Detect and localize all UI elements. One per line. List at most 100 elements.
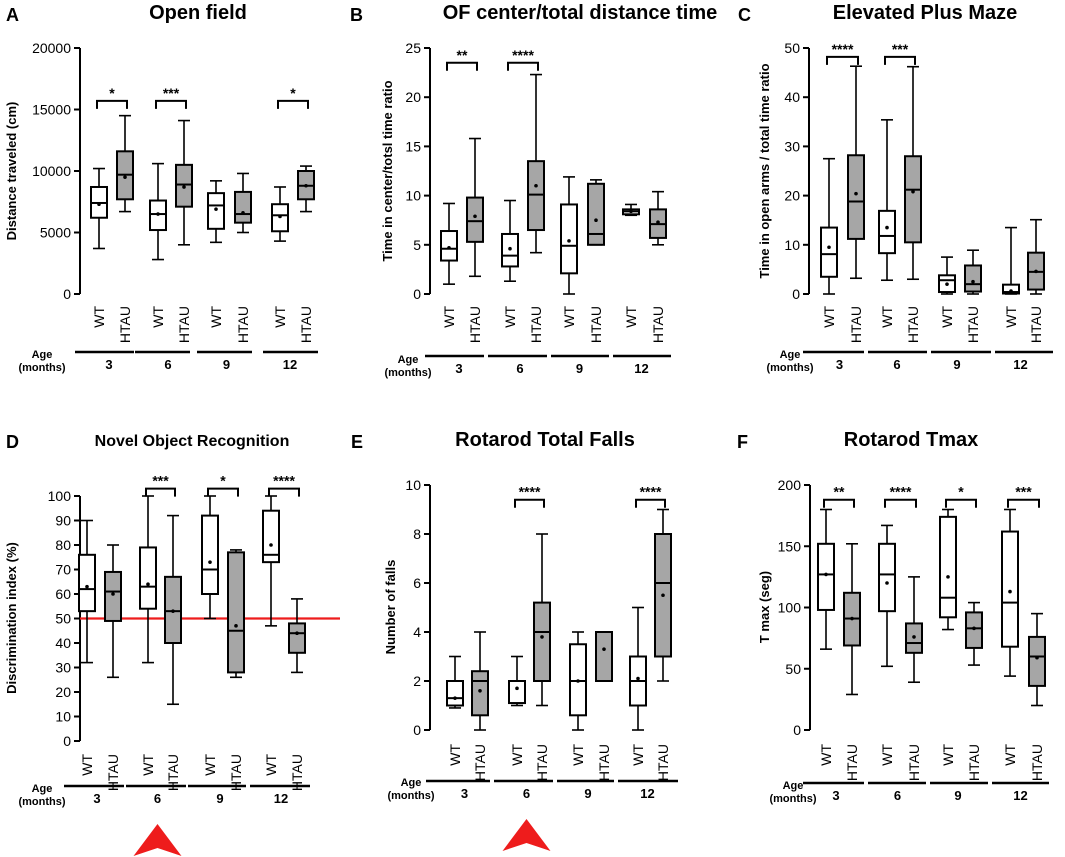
- y-tick-label: 100: [778, 600, 802, 616]
- box-htau-12mo: [1028, 612, 1046, 707]
- mean-marker: [534, 183, 538, 188]
- iqr-box: [78, 553, 96, 613]
- panel-e: E Rotarod Total Falls Number of falls 0 2 4 6 8…: [351, 429, 678, 851]
- mean-marker: [661, 593, 665, 598]
- mean-marker: [945, 282, 949, 286]
- y-tick-label: 20: [784, 188, 800, 204]
- mean-marker: [885, 225, 889, 230]
- significance-stars: ***: [1015, 484, 1032, 500]
- y-tick-label: 30: [784, 138, 800, 154]
- age-label: 12: [274, 791, 288, 806]
- box-wt-9mo: [938, 256, 956, 295]
- y-axis-label: Time in center/totsl time ratio: [380, 80, 395, 261]
- box-htau-3mo: [466, 137, 484, 278]
- significance-bracket: [145, 487, 176, 497]
- y-tick-label: 50: [784, 40, 800, 56]
- age-label: 9: [216, 791, 223, 806]
- box-htau-9mo: [595, 631, 613, 682]
- box-wt-9mo: [201, 495, 219, 620]
- iqr-box: [587, 182, 605, 246]
- y-tick-label: 15: [405, 138, 421, 154]
- box-wt-12mo: [262, 495, 280, 627]
- mean-marker: [447, 245, 451, 250]
- significance-bracket: [277, 99, 309, 109]
- mean-marker: [972, 626, 976, 631]
- iqr-box: [471, 670, 489, 717]
- box-wt-3mo: [90, 167, 108, 250]
- group-label-wt: WT: [202, 754, 218, 776]
- significance-bracket: [96, 99, 128, 109]
- y-axis-label: Number of falls: [383, 560, 398, 655]
- age-axis-label: Age: [783, 780, 804, 792]
- significance-stars: **: [457, 47, 468, 63]
- age-label: 12: [634, 361, 648, 376]
- box-htau-9mo: [587, 179, 605, 246]
- age-label: 3: [455, 361, 462, 376]
- y-tick-label: 20: [55, 684, 71, 700]
- mean-marker: [123, 175, 127, 179]
- box-htau-12mo: [1027, 218, 1045, 295]
- box-htau-6mo: [904, 65, 922, 281]
- box-wt-6mo: [878, 119, 896, 282]
- age-axis-label-units: (months): [18, 796, 65, 808]
- mean-marker: [540, 635, 544, 639]
- chart-title: Novel Object Recognition: [95, 433, 290, 450]
- mean-marker: [636, 676, 640, 681]
- y-tick-label: 10: [405, 188, 421, 204]
- y-tick-label: 50: [785, 661, 801, 677]
- box-wt-6mo: [878, 524, 896, 668]
- mean-marker: [269, 543, 273, 547]
- mean-marker: [576, 679, 580, 683]
- mean-marker: [278, 214, 282, 219]
- group-label-htau: HTAU: [467, 306, 483, 343]
- mean-marker: [515, 686, 519, 691]
- iqr-box: [262, 509, 280, 564]
- box-htau-6mo: [164, 514, 182, 706]
- chart-title: Open field: [149, 2, 247, 24]
- age-label: 6: [164, 357, 171, 372]
- significance-bracket: [884, 55, 916, 65]
- iqr-box: [234, 190, 252, 224]
- group-label-htau: HTAU: [588, 306, 604, 343]
- y-tick-label: 4: [413, 624, 421, 640]
- mean-marker: [946, 575, 950, 579]
- box-htau-9mo: [227, 549, 245, 679]
- age-label: 12: [1013, 788, 1027, 803]
- y-tick-label: 8: [413, 526, 421, 542]
- iqr-box: [201, 514, 219, 595]
- y-tick-label: 10: [55, 709, 71, 725]
- y-tick-label: 5: [413, 237, 421, 253]
- box-htau-6mo: [175, 119, 193, 246]
- iqr-box: [878, 542, 896, 613]
- mean-marker: [234, 624, 238, 628]
- box-htau-3mo: [471, 631, 489, 731]
- box-htau-3mo: [843, 542, 861, 696]
- panel-f: F Rotarod Tmax T max (seg) 0 50 100 150 200 WT HT…: [737, 429, 1049, 805]
- chart-title: Rotarod Total Falls: [455, 429, 635, 451]
- y-tick-label: 60: [55, 586, 71, 602]
- mean-marker: [911, 189, 915, 194]
- iqr-box: [939, 515, 957, 619]
- box-htau-9mo: [234, 172, 252, 234]
- y-axis-label: Distance traveled (cm): [4, 102, 19, 241]
- group-label-htau: HTAU: [534, 744, 550, 781]
- y-tick-label: 150: [778, 538, 802, 554]
- significance-bracket: [1007, 498, 1040, 508]
- significance-bracket: [826, 55, 859, 65]
- significance-bracket: [507, 61, 539, 71]
- group-label-htau: HTAU: [165, 754, 181, 791]
- age-axis-label-units: (months): [769, 793, 816, 805]
- box-wt-12mo: [1001, 508, 1019, 677]
- iqr-box: [508, 680, 526, 705]
- box-wt-6mo: [139, 495, 157, 664]
- mean-marker: [971, 279, 975, 284]
- box-wt-3mo: [440, 202, 458, 285]
- age-label: 12: [640, 786, 654, 801]
- group-label-htau: HTAU: [650, 306, 666, 343]
- mean-marker: [182, 185, 186, 189]
- box-wt-6mo: [149, 162, 167, 261]
- mean-marker: [1035, 655, 1039, 660]
- significance-bracket: [945, 498, 977, 508]
- y-tick-label: 0: [792, 286, 800, 302]
- age-axis-label-units: (months): [384, 367, 431, 379]
